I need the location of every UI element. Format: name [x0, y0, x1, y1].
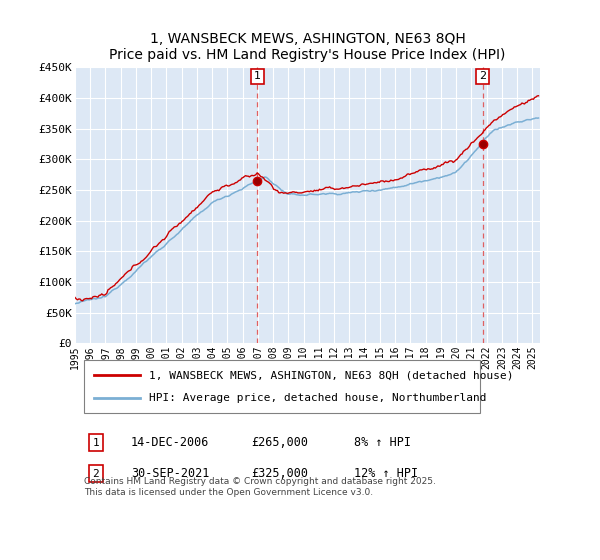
Text: 1, WANSBECK MEWS, ASHINGTON, NE63 8QH (detached house): 1, WANSBECK MEWS, ASHINGTON, NE63 8QH (d…	[149, 370, 514, 380]
Text: 8% ↑ HPI: 8% ↑ HPI	[354, 436, 411, 449]
Text: 1: 1	[92, 437, 100, 447]
Text: 2: 2	[479, 71, 487, 81]
Text: HPI: Average price, detached house, Northumberland: HPI: Average price, detached house, Nort…	[149, 393, 487, 403]
Text: 1: 1	[254, 71, 261, 81]
Text: 30-SEP-2021: 30-SEP-2021	[131, 467, 209, 480]
Text: 2: 2	[92, 469, 100, 479]
Text: £265,000: £265,000	[252, 436, 309, 449]
Text: 12% ↑ HPI: 12% ↑ HPI	[354, 467, 418, 480]
Text: Contains HM Land Registry data © Crown copyright and database right 2025.
This d: Contains HM Land Registry data © Crown c…	[84, 478, 436, 497]
FancyBboxPatch shape	[84, 360, 479, 413]
Title: 1, WANSBECK MEWS, ASHINGTON, NE63 8QH
Price paid vs. HM Land Registry's House Pr: 1, WANSBECK MEWS, ASHINGTON, NE63 8QH Pr…	[109, 32, 506, 62]
Text: £325,000: £325,000	[252, 467, 309, 480]
Text: 14-DEC-2006: 14-DEC-2006	[131, 436, 209, 449]
